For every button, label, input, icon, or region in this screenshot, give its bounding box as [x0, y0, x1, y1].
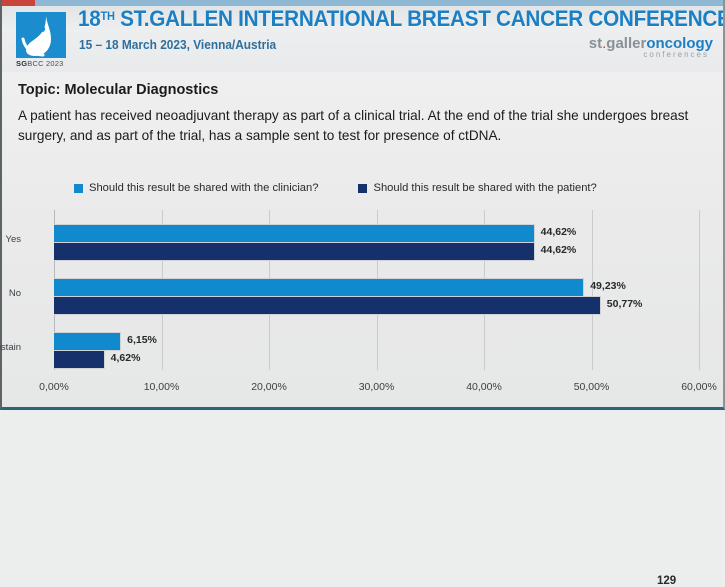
gridline [699, 210, 700, 370]
brand-dot: . [602, 35, 607, 52]
x-tick-label: 0,00% [39, 381, 69, 393]
sgbcc-droplet-logo-icon [16, 12, 66, 58]
conference-title-prefix: 18 [78, 6, 101, 31]
question-text: A patient has received neoadjuvant thera… [18, 108, 689, 143]
logo-caption-rest: BCC 2023 [27, 59, 64, 68]
slide-number: 129 [657, 575, 677, 587]
brand-subtitle-conferences: conferences [643, 50, 709, 59]
brand-part-oncology: oncology [646, 35, 713, 52]
x-tick-label: 50,00% [573, 381, 610, 393]
legend-label-clinician: Should this result be shared with the cl… [89, 182, 319, 194]
conference-title-ordinal: TH [100, 9, 115, 23]
x-axis-tick-labels: 0,00% 10,00% 20,00% 30,00% 40,00% 50,00% 60,00… [2, 381, 723, 399]
chart-legend: Should this result be shared with the cl… [74, 182, 597, 194]
bar-yes-patient [54, 242, 535, 261]
logo-caption: SGBCC 2023 [16, 59, 76, 68]
logo-caption-bold: SG [16, 59, 28, 68]
bar-yes-clinician [54, 224, 535, 243]
legend-swatch-patient [358, 183, 368, 193]
x-tick-label: 10,00% [143, 381, 180, 393]
bar-abstain-patient [54, 350, 105, 369]
category-label: Abstain [0, 342, 21, 353]
bar-value-label: 49,23% [590, 280, 626, 292]
conference-dates-location: 15 – 18 March 2023, Vienna/Austria [79, 38, 277, 52]
x-tick-label: 20,00% [251, 381, 287, 393]
legend-label-patient: Should this result be shared with the pa… [373, 182, 597, 194]
conference-header-banner: SGBCC 2023 18TH ST.GALLEN INTERNATIONAL … [2, 0, 723, 72]
bar-value-label: 50,77% [606, 298, 643, 310]
legend-item-patient: Should this result be shared with the pa… [358, 182, 597, 194]
topic-heading: Topic: Molecular Diagnostics [18, 82, 219, 98]
voting-results-bar-chart: Yes 44,62% 44,62% No 49,23% 50,77% Abstain 6,15… [0, 205, 723, 587]
legend-swatch-clinician [74, 183, 83, 193]
bar-no-clinician [54, 278, 585, 297]
x-tick-label: 30,00% [358, 381, 395, 393]
header-accent-red [2, 0, 35, 6]
header-accent-blue [35, 0, 723, 6]
chart-plot-area: Yes 44,62% 44,62% No 49,23% 50,77% Abstain 6,15… [0, 210, 700, 370]
bar-abstain-clinician [54, 332, 122, 351]
category-label: No [8, 288, 21, 299]
legend-item-clinician: Should this result be shared with the cl… [74, 182, 318, 194]
brand-part-st: st [588, 35, 603, 52]
st-galler-oncology-logo: st.galleroncology [589, 36, 713, 51]
x-tick-label: 60,00% [681, 381, 717, 393]
bar-no-patient [54, 296, 601, 315]
gridline [591, 210, 593, 370]
conference-title: 18TH ST.GALLEN INTERNATIONAL BREAST CANC… [78, 6, 723, 32]
brand-part-galler: galler [606, 35, 647, 52]
bar-value-label: 6,15% [127, 334, 157, 346]
category-label: Yes [5, 234, 22, 245]
bar-value-label: 44,62% [540, 244, 577, 256]
bar-value-label: 4,62% [110, 352, 141, 364]
x-tick-label: 40,00% [466, 381, 502, 393]
bar-value-label: 44,62% [540, 226, 577, 238]
conference-title-rest: ST.GALLEN INTERNATIONAL BREAST CANCER CO… [114, 6, 723, 31]
